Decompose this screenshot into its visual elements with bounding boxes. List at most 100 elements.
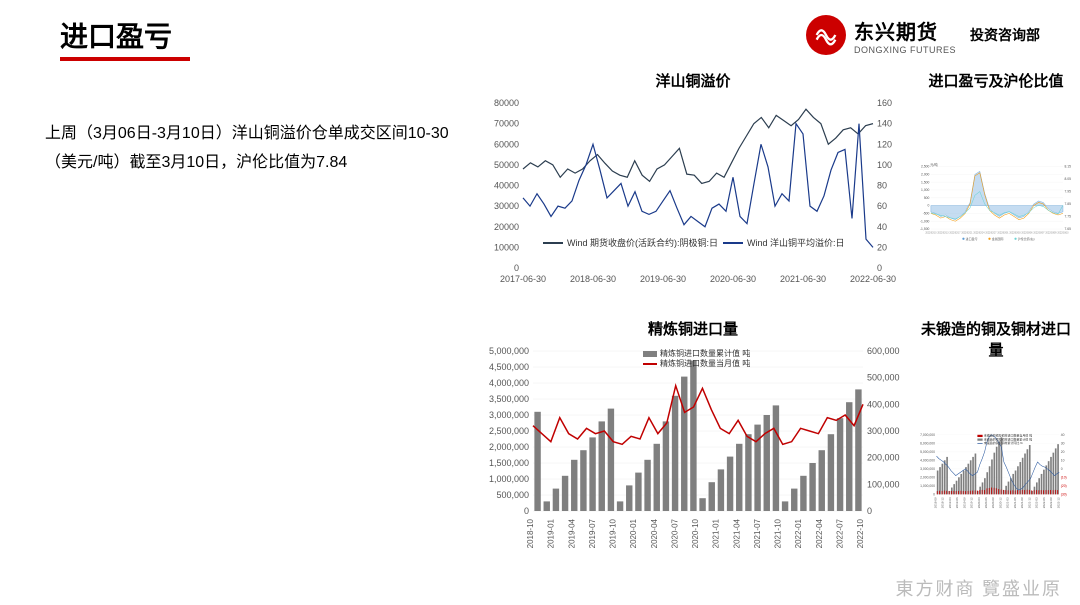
summary-text: 上周（3月06日-3月10日）洋山铜溢价仓单成交区间10-30（美元/吨）截至3… [40, 70, 470, 558]
svg-text:80000: 80000 [494, 98, 519, 108]
svg-text:2022/02/10: 2022/02/10 [925, 233, 937, 235]
svg-text:2022-12: 2022-12 [1056, 497, 1060, 508]
svg-text:1,500: 1,500 [921, 180, 929, 184]
svg-text:2021-04: 2021-04 [732, 518, 741, 548]
svg-text:-1,500: -1,500 [920, 227, 930, 231]
page-title: 进口盈亏 [60, 15, 172, 55]
svg-text:4,500,000: 4,500,000 [489, 362, 529, 372]
logo-dept: 投资咨询部 [970, 25, 1040, 45]
svg-text:500: 500 [924, 196, 930, 200]
svg-text:40000: 40000 [494, 181, 519, 191]
svg-text:5,000,000: 5,000,000 [489, 346, 529, 356]
svg-text:2021-06: 2021-06 [1013, 497, 1017, 508]
svg-text:0: 0 [933, 492, 935, 496]
svg-text:沪伦比值(右): 沪伦比值(右) [1018, 236, 1035, 241]
svg-text:2018-12: 2018-12 [941, 497, 945, 508]
svg-text:7.95: 7.95 [1064, 190, 1071, 194]
svg-text:1,000,000: 1,000,000 [920, 484, 935, 488]
svg-text:2,000: 2,000 [921, 172, 929, 176]
svg-text:2020-06-30: 2020-06-30 [710, 274, 756, 284]
svg-text:500,000: 500,000 [496, 490, 529, 500]
svg-text:2019-12: 2019-12 [970, 497, 974, 508]
logo-cn: 东兴期货 [854, 16, 956, 45]
svg-text:8.05: 8.05 [1064, 177, 1071, 181]
svg-text:20: 20 [877, 242, 887, 252]
svg-text:2022-04: 2022-04 [815, 518, 824, 548]
svg-text:0: 0 [867, 506, 872, 516]
chart1-title: 洋山铜溢价 [478, 70, 908, 91]
svg-text:2021-10: 2021-10 [774, 518, 783, 548]
svg-text:2020-01: 2020-01 [629, 518, 638, 548]
svg-text:7.85: 7.85 [1064, 202, 1071, 206]
svg-text:2022/03/01: 2022/03/01 [997, 233, 1009, 235]
svg-text:7.65: 7.65 [1064, 227, 1071, 231]
svg-text:0: 0 [877, 263, 882, 273]
svg-text:2022/02/21: 2022/02/21 [961, 233, 973, 235]
svg-text:(30): (30) [1061, 492, 1067, 496]
svg-text:2020-06: 2020-06 [984, 497, 988, 508]
svg-text:2022/02/13: 2022/02/13 [937, 233, 949, 235]
svg-text:2022/02/24: 2022/02/24 [973, 233, 985, 235]
svg-text:2020-07: 2020-07 [670, 518, 679, 548]
svg-text:5,000,000: 5,000,000 [920, 450, 935, 454]
chart-refined-copper-import: 精炼铜进口量 0500,0001,000,0001,500,0002,000,0… [478, 318, 908, 558]
svg-text:-1,000: -1,000 [920, 219, 930, 223]
svg-text:2021-12: 2021-12 [1027, 497, 1031, 508]
svg-text:2017-06-30: 2017-06-30 [500, 274, 546, 284]
svg-text:2022/02/17: 2022/02/17 [949, 233, 961, 235]
svg-text:2022-09: 2022-09 [1049, 497, 1053, 508]
svg-text:1,000: 1,000 [921, 188, 929, 192]
svg-text:2022-07: 2022-07 [835, 518, 844, 548]
svg-text:1,000,000: 1,000,000 [489, 474, 529, 484]
svg-text:300,000: 300,000 [867, 426, 900, 436]
svg-text:3,000,000: 3,000,000 [489, 410, 529, 420]
svg-text:(20): (20) [1061, 484, 1067, 488]
svg-text:元/吨: 元/吨 [930, 162, 938, 167]
svg-text:2,000,000: 2,000,000 [920, 475, 935, 479]
svg-text:500,000: 500,000 [867, 373, 900, 383]
svg-text:Wind 期货收盘价(活跃合约):阴极铜:日: Wind 期货收盘价(活跃合约):阴极铜:日 [567, 237, 718, 248]
svg-text:2019-06: 2019-06 [955, 497, 959, 508]
svg-text:2022/03/09: 2022/03/09 [1045, 233, 1057, 235]
svg-text:精炼铜进口数量当月值 吨: 精炼铜进口数量当月值 吨 [660, 358, 750, 368]
svg-text:6,000,000: 6,000,000 [920, 441, 935, 445]
svg-text:0: 0 [1061, 467, 1063, 471]
svg-text:2022/03/07: 2022/03/07 [1033, 233, 1045, 235]
svg-text:120: 120 [877, 139, 892, 149]
svg-text:Wind 洋山铜平均溢价:日: Wind 洋山铜平均溢价:日 [747, 237, 845, 248]
svg-text:2019-01: 2019-01 [547, 518, 556, 548]
chart-unwrought-copper-import: 未锻造的铜及铜材进口量 01,000,0002,000,0003,000,000… [916, 318, 1076, 558]
svg-text:2019-06-30: 2019-06-30 [640, 274, 686, 284]
svg-text:1,500,000: 1,500,000 [489, 458, 529, 468]
svg-text:0: 0 [928, 204, 930, 208]
svg-text:2022-03: 2022-03 [1035, 497, 1039, 508]
chart2-title: 进口盈亏及沪伦比值 [916, 70, 1076, 91]
svg-text:7,000,000: 7,000,000 [920, 433, 935, 437]
svg-text:金属国际: 金属国际 [992, 236, 1004, 241]
svg-text:2020-12: 2020-12 [998, 497, 1002, 508]
chart4-title: 未锻造的铜及铜材进口量 [916, 318, 1076, 360]
svg-text:30: 30 [1061, 441, 1065, 445]
svg-text:2022-06-30: 2022-06-30 [850, 274, 896, 284]
svg-text:8.15: 8.15 [1064, 165, 1071, 169]
svg-text:2022-06: 2022-06 [1042, 497, 1046, 508]
svg-text:10: 10 [1061, 458, 1065, 462]
svg-text:未锻造的铜及铜材累计同比 %: 未锻造的铜及铜材累计同比 % [984, 440, 1023, 445]
svg-text:2020-09: 2020-09 [991, 497, 995, 508]
watermark: 東方财商 覽盛业原 [896, 575, 1063, 601]
svg-text:2018-09: 2018-09 [933, 497, 937, 508]
svg-text:2,000,000: 2,000,000 [489, 442, 529, 452]
svg-text:100: 100 [877, 160, 892, 170]
logo-en: DONGXING FUTURES [854, 45, 956, 55]
svg-text:40: 40 [1061, 433, 1065, 437]
svg-text:600,000: 600,000 [867, 346, 900, 356]
svg-text:160: 160 [877, 98, 892, 108]
svg-text:精炼铜进口数量累计值 吨: 精炼铜进口数量累计值 吨 [660, 348, 750, 358]
svg-text:2019-10: 2019-10 [609, 518, 618, 548]
svg-text:30000: 30000 [494, 201, 519, 211]
svg-text:200,000: 200,000 [867, 453, 900, 463]
svg-text:100,000: 100,000 [867, 479, 900, 489]
svg-text:2021-07: 2021-07 [753, 518, 762, 548]
svg-text:2022/03/06: 2022/03/06 [1021, 233, 1033, 235]
svg-text:2018-06-30: 2018-06-30 [570, 274, 616, 284]
